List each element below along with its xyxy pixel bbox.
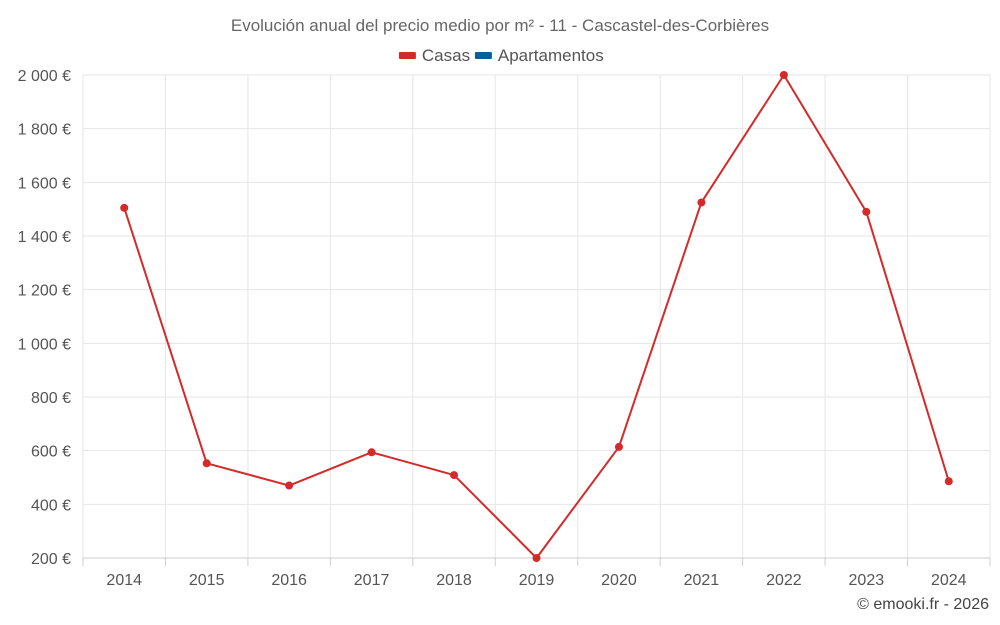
legend: Casas Apartamentos [398,46,604,65]
data-point[interactable] [697,198,706,207]
y-tick-label: 1 400 € [18,229,71,246]
data-point[interactable] [450,471,459,480]
x-tick-label: 2017 [354,572,390,589]
copyright-credit: © emooki.fr - 2026 [857,596,989,613]
legend-label: Casas [422,46,470,65]
data-point[interactable] [367,448,376,457]
legend-item[interactable]: Apartamentos [474,46,604,65]
data-point[interactable] [202,459,211,468]
y-tick-label: 1 800 € [18,122,71,139]
x-tick-label: 2022 [766,572,802,589]
legend-swatch [398,52,416,59]
y-tick-label: 800 € [31,390,71,407]
y-tick-label: 1 600 € [18,175,71,192]
y-tick-label: 400 € [31,497,71,514]
data-point[interactable] [614,442,623,451]
data-point[interactable] [120,203,129,212]
x-tick-label: 2015 [189,572,225,589]
y-tick-label: 1 000 € [18,336,71,353]
y-tick-label: 200 € [31,551,71,568]
y-tick-label: 2 000 € [18,68,71,85]
series [120,71,953,562]
grid-lines [82,74,991,558]
legend-item[interactable]: Casas [398,46,470,65]
y-tick-label: 1 200 € [18,283,71,300]
x-axis-ticks: 2014 2015 2016 2017 2018 2019 2020 2021 2022 2023… [106,572,966,589]
chart-title: Evolución anual del precio medio por m² … [231,16,769,35]
y-tick-label: 600 € [31,444,71,461]
x-tick-label: 2024 [931,572,967,589]
legend-swatch [474,52,492,59]
data-point[interactable] [532,554,541,562]
data-point[interactable] [285,481,294,490]
x-tick-label: 2016 [271,572,307,589]
x-tick-label: 2018 [436,572,472,589]
x-tick-label: 2020 [601,572,637,589]
x-tick-label: 2019 [519,572,555,589]
x-tick-label: 2021 [684,572,720,589]
y-axis-ticks: 200 € 400 € 600 € 800 € 1 000 € 1 200 € 1 400 … [18,68,71,568]
data-point[interactable] [779,71,788,79]
x-tick-label: 2023 [849,572,885,589]
data-point[interactable] [944,477,953,486]
legend-label: Apartamentos [498,46,604,65]
data-point[interactable] [862,207,871,216]
x-tick-label: 2014 [106,572,142,589]
